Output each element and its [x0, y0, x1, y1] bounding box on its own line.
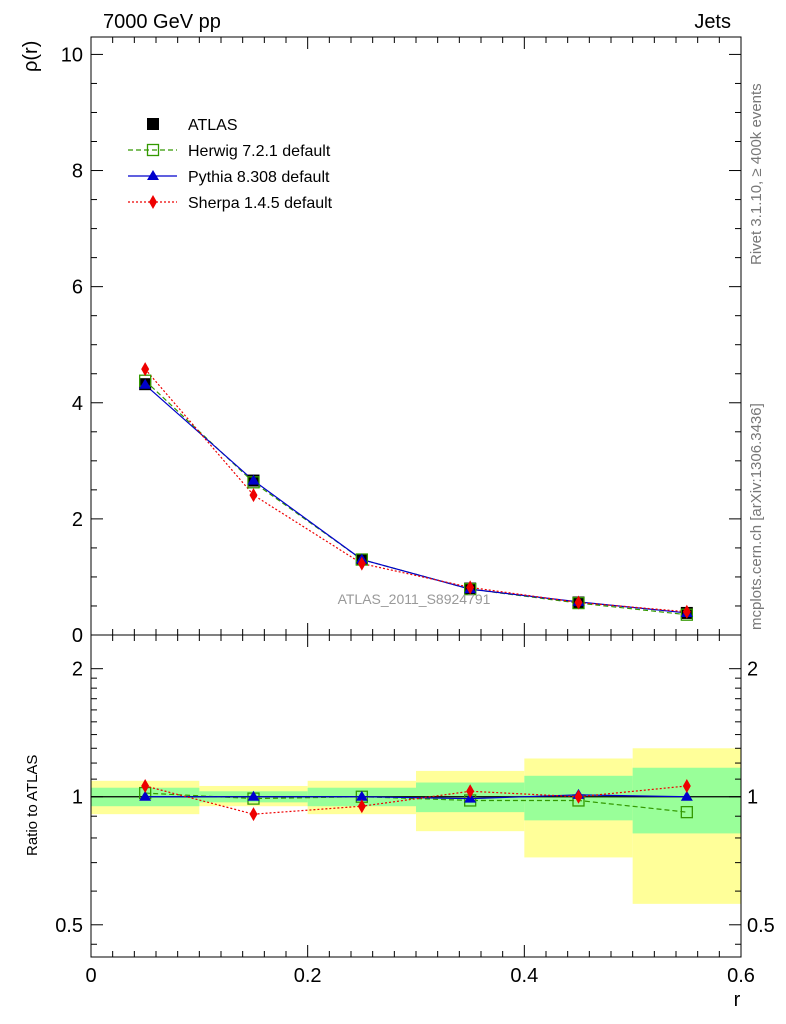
main-panel: 0 2 4 6 8 10	[61, 36, 742, 647]
ratio-y-axis-label: Ratio to ATLAS	[24, 755, 41, 856]
data-point-sherpa	[357, 556, 366, 571]
legend-marker-atlas	[147, 118, 159, 130]
legend: ATLAS Herwig 7.2.1 default Pythia 8.308 de…	[128, 117, 333, 212]
legend-marker-pythia	[147, 170, 159, 180]
ratio-point-sherpa	[574, 789, 583, 804]
header-category-label: Jets	[694, 11, 731, 33]
ratio-panel: 0.5 0.5 1 1 2 2 0 0.2 0.4 0.6	[55, 634, 775, 987]
ratio-point-pythia	[680, 790, 693, 801]
rivet-label: Rivet 3.1.10, ≥ 400k events	[748, 83, 765, 265]
ratio-y-tick-label: 0.5	[55, 915, 83, 937]
ratio-point-sherpa	[357, 799, 366, 814]
mcplots-label: mcplots.cern.ch [arXiv:1306.3436]	[748, 403, 765, 630]
legend-label-atlas: ATLAS	[188, 117, 238, 134]
ratio-y-tick-label-right: 0.5	[747, 915, 775, 937]
series-line-sherpa	[144, 368, 687, 613]
main-y-tick-label: 0	[72, 625, 83, 647]
header-energy-label: 7000 GeV pp	[103, 11, 221, 33]
x-axis-label: r	[734, 989, 741, 1011]
main-y-tick-label: 2	[72, 509, 83, 531]
data-point-sherpa	[682, 604, 691, 619]
legend-marker-sherpa	[149, 195, 157, 209]
ratio-point-pythia	[355, 790, 368, 801]
data-point-sherpa	[574, 595, 583, 610]
data-point-sherpa	[249, 488, 258, 503]
ratio-y-tick-label-right: 2	[747, 659, 758, 681]
ratio-y-tick-label: 2	[72, 659, 83, 681]
series-line-pythia	[144, 384, 687, 614]
ratio-point-pythia	[247, 790, 260, 801]
main-y-tick-label: 6	[72, 277, 83, 299]
legend-label-pythia: Pythia 8.308 default	[188, 169, 330, 186]
watermark-label: ATLAS_2011_S8924791	[338, 591, 491, 607]
ratio-line-herwig	[145, 792, 687, 813]
main-y-axis-label: ρ(r)	[20, 41, 42, 72]
main-y-tick-label: 10	[61, 44, 83, 66]
data-point-sherpa	[141, 362, 150, 377]
ratio-point-sherpa	[466, 784, 475, 799]
ratio-point-herwig	[680, 805, 693, 819]
ratio-point-sherpa	[141, 778, 150, 793]
data-point-sherpa	[466, 580, 475, 595]
x-tick-label: 0.2	[294, 965, 322, 987]
ratio-y-tick-label-right: 1	[747, 787, 758, 809]
legend-label-sherpa: Sherpa 1.4.5 default	[188, 195, 333, 212]
data-point-pythia	[139, 378, 152, 389]
ratio-y-tick-label: 1	[72, 787, 83, 809]
x-tick-label: 0.4	[510, 965, 538, 987]
legend-marker-herwig	[146, 143, 160, 157]
x-tick-label: 0.6	[727, 965, 755, 987]
ratio-line-sherpa	[145, 785, 687, 815]
series-line-herwig	[144, 380, 687, 616]
legend-label-herwig: Herwig 7.2.1 default	[188, 143, 331, 160]
data-point-pythia	[247, 474, 260, 485]
main-y-tick-label: 4	[72, 393, 83, 415]
ratio-point-sherpa	[249, 807, 258, 822]
x-tick-label: 0	[85, 965, 96, 987]
ratio-point-pythia	[139, 790, 152, 801]
ratio-point-sherpa	[682, 778, 691, 793]
main-y-tick-label: 8	[72, 161, 83, 183]
